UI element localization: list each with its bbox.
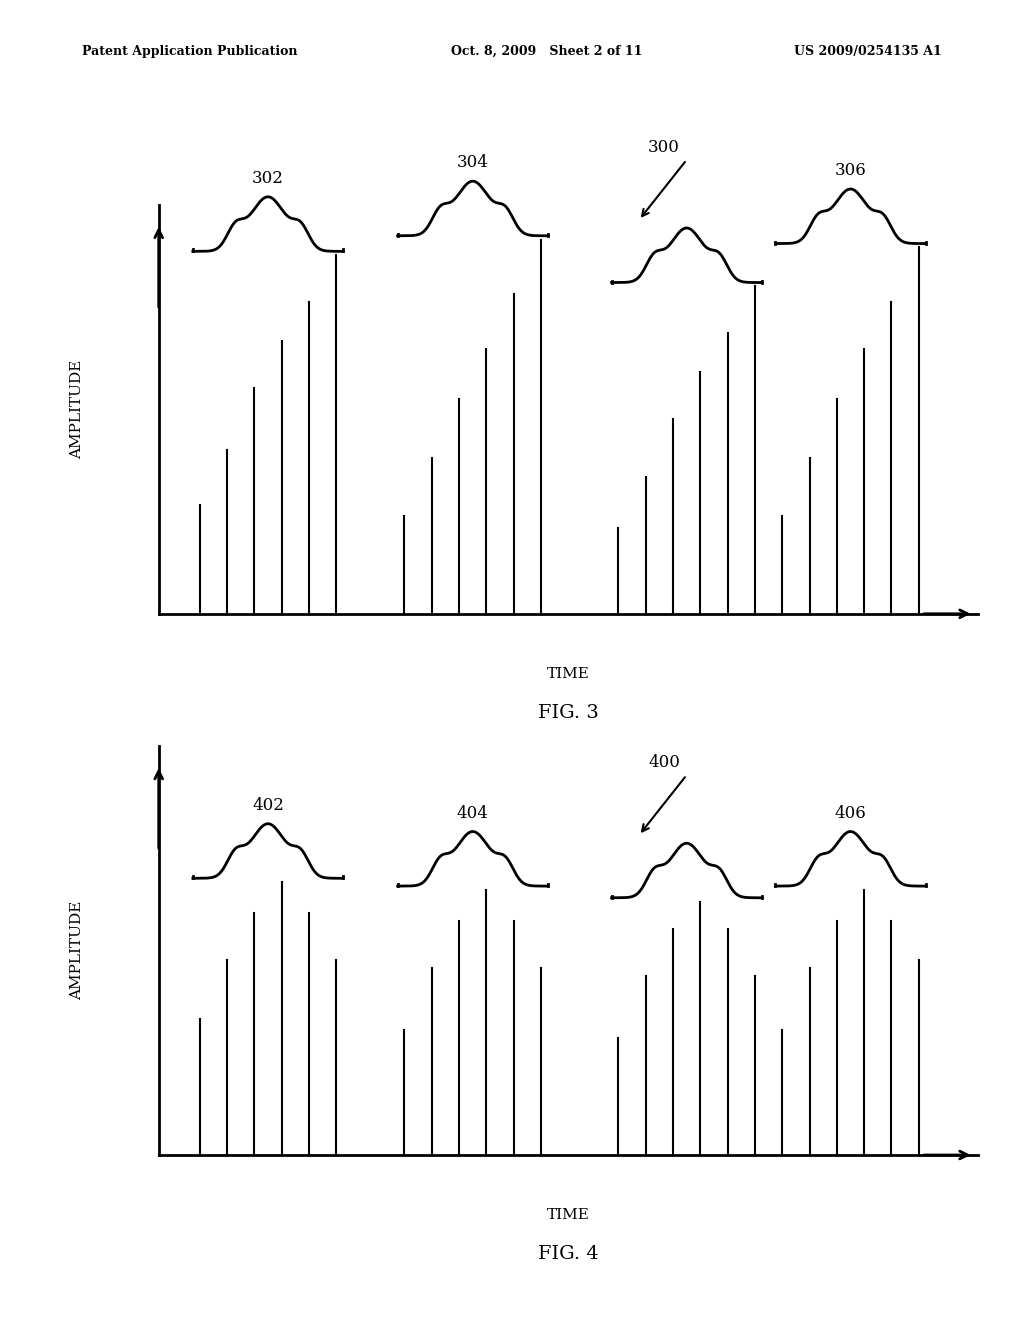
Text: 306: 306 [835, 162, 866, 180]
Text: TIME: TIME [547, 667, 590, 681]
Text: TIME: TIME [547, 1208, 590, 1222]
Text: AMPLITUDE: AMPLITUDE [70, 900, 84, 1001]
Text: Patent Application Publication: Patent Application Publication [82, 45, 297, 58]
Text: FIG. 3: FIG. 3 [538, 704, 599, 722]
Text: 406: 406 [835, 805, 866, 822]
Text: 400: 400 [648, 754, 680, 771]
Text: 304: 304 [457, 154, 488, 172]
Text: 404: 404 [457, 805, 488, 822]
Text: FIG. 4: FIG. 4 [538, 1245, 599, 1263]
Text: Oct. 8, 2009   Sheet 2 of 11: Oct. 8, 2009 Sheet 2 of 11 [451, 45, 642, 58]
Text: 302: 302 [252, 170, 284, 187]
Text: 300: 300 [648, 139, 680, 156]
Text: AMPLITUDE: AMPLITUDE [70, 359, 84, 459]
Text: 402: 402 [252, 797, 284, 814]
Text: US 2009/0254135 A1: US 2009/0254135 A1 [795, 45, 942, 58]
